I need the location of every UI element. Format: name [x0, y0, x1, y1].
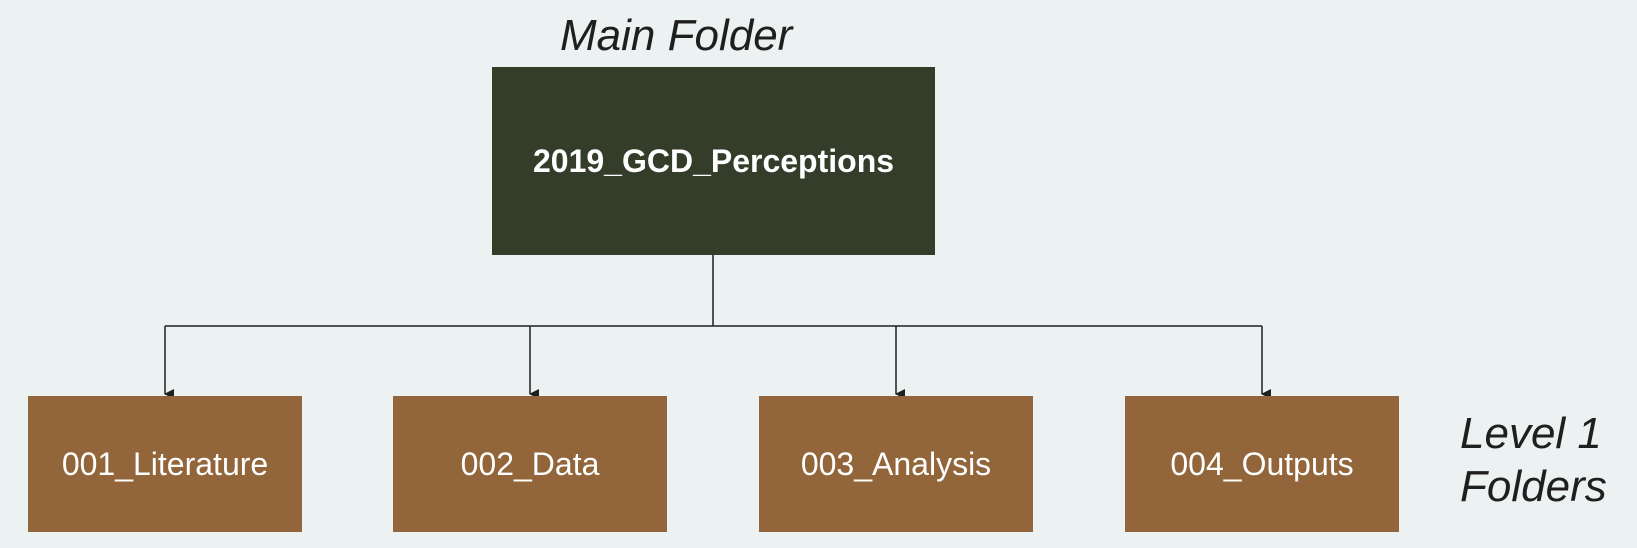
level-label-line-1: Level 1 — [1460, 409, 1602, 458]
child-folder-label: 002_Data — [460, 445, 600, 482]
root-folder-label: 2019_GCD_Perceptions — [532, 142, 895, 179]
child-folder-label: 004_Outputs — [1170, 445, 1354, 482]
root-folder-box: 2019_GCD_Perceptions — [492, 67, 935, 255]
level-label-line-2: Folders — [1460, 461, 1607, 511]
main-folder-label: Main Folder — [560, 11, 793, 60]
child-folder-box-data: 002_Data — [393, 396, 667, 532]
child-folder-box-analysis: 003_Analysis — [759, 396, 1033, 532]
child-folder-label: 001_Literature — [61, 445, 269, 482]
child-folder-label: 003_Analysis — [800, 445, 992, 482]
child-folder-box-literature: 001_Literature — [28, 396, 302, 532]
level-1-folders-label: Level 1 Folders — [1460, 408, 1630, 514]
child-folder-box-outputs: 004_Outputs — [1125, 396, 1399, 532]
